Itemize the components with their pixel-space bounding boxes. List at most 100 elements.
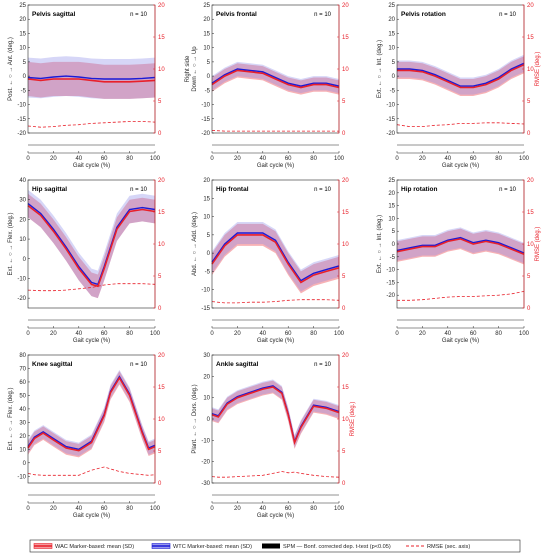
y2-tick-label: 20 xyxy=(158,3,165,9)
y-tick-label: 5 xyxy=(207,60,211,66)
x-tick-label: 0 xyxy=(395,331,399,337)
x-tick-label: 0 xyxy=(26,331,30,337)
y-tick-label: 5 xyxy=(23,60,27,66)
y2-tick-label: 20 xyxy=(158,178,165,184)
panel-title: Hip rotation xyxy=(401,186,437,193)
y-tick-label: -15 xyxy=(201,306,210,312)
x-tick-label: 100 xyxy=(150,156,161,162)
y-tick-label: -5 xyxy=(390,88,396,94)
y-tick-label: 5 xyxy=(392,60,396,66)
x-tick-label: 20 xyxy=(50,331,57,337)
n-label: n = 10 xyxy=(130,187,148,193)
mean-line-wac xyxy=(27,376,156,452)
x-tick-label: 40 xyxy=(444,331,451,337)
y2-tick-label: 10 xyxy=(527,242,534,248)
y-tick-label: -10 xyxy=(201,103,210,109)
y2-tick-label: 0 xyxy=(158,131,162,137)
n-label: n = 10 xyxy=(499,12,517,18)
mean-line-wtc xyxy=(397,62,525,87)
y-tick-label: 0 xyxy=(392,74,396,80)
y-tick-label: 0 xyxy=(392,242,396,248)
sd-band-wtc xyxy=(212,222,339,292)
y2-tick-label: 10 xyxy=(342,417,349,423)
x-axis-label: Gait cycle (%) xyxy=(73,513,110,519)
y2-tick-label: 5 xyxy=(342,274,346,280)
x-tick-label: 60 xyxy=(101,506,108,512)
rmse-line xyxy=(27,121,156,128)
x-tick-label: 0 xyxy=(395,156,399,162)
x-tick-label: 20 xyxy=(419,331,426,337)
x-axis-label: Gait cycle (%) xyxy=(73,338,110,344)
y-tick-label: 5 xyxy=(392,229,396,235)
x-tick-label: 100 xyxy=(150,331,161,337)
x-axis-label: Gait cycle (%) xyxy=(257,163,294,169)
x-tick-label: 40 xyxy=(444,156,451,162)
y2-tick-label: 15 xyxy=(342,35,349,41)
rmse-line xyxy=(397,291,525,301)
x-tick-label: 20 xyxy=(234,331,241,337)
y-tick-label: 20 xyxy=(388,191,395,197)
y-axis-label: Ext. ← ○ → Flex. (deg.) xyxy=(8,388,14,451)
y-axis-label: Plant. ← ○ → Dors. (deg.) xyxy=(192,384,198,453)
x-tick-label: 40 xyxy=(75,156,82,162)
sd-band-wtc xyxy=(212,379,339,448)
y2-tick-label: 10 xyxy=(342,67,349,73)
x-tick-label: 100 xyxy=(519,331,530,337)
y-tick-label: 10 xyxy=(388,46,395,52)
y-tick-label: 25 xyxy=(388,3,395,9)
y2-tick-label: 20 xyxy=(527,3,534,9)
x-tick-label: 60 xyxy=(470,156,477,162)
rmse-line xyxy=(27,466,156,476)
y-tick-label: -10 xyxy=(17,103,26,109)
y2-tick-label: 0 xyxy=(158,481,162,487)
mean-line-wac xyxy=(397,63,525,89)
n-label: n = 10 xyxy=(314,12,332,18)
y-tick-label: 40 xyxy=(19,407,26,413)
x-tick-label: 80 xyxy=(310,331,317,337)
y-tick-label: -5 xyxy=(205,88,211,94)
y-tick-label: -15 xyxy=(386,280,395,286)
sd-band-wac xyxy=(212,380,339,449)
y-tick-label: 20 xyxy=(203,374,210,380)
y2-tick-label: 5 xyxy=(158,449,162,455)
y-tick-label: -20 xyxy=(17,296,26,302)
y-tick-label: -10 xyxy=(386,103,395,109)
y2-tick-label: 0 xyxy=(342,306,346,312)
y2-tick-label: 0 xyxy=(527,306,531,312)
x-tick-label: 20 xyxy=(419,156,426,162)
n-label: n = 10 xyxy=(314,187,332,193)
x-tick-label: 80 xyxy=(126,331,133,337)
y-tick-label: 30 xyxy=(19,198,26,204)
panel-pelvis-sagittal: -20 -15 -10 -5 0 5 10 15 20 25 0 5 10 15 20 Pelvis sagi… xyxy=(8,3,165,169)
y2-tick-label: 10 xyxy=(158,417,165,423)
panel-title: Hip sagittal xyxy=(32,186,67,193)
sd-band-wtc xyxy=(28,189,155,299)
y-tick-label: 10 xyxy=(19,237,26,243)
legend-label: RMSE (sec. axis) xyxy=(427,544,470,550)
x-tick-label: 80 xyxy=(310,506,317,512)
y2-tick-label: 0 xyxy=(342,481,346,487)
y-axis-label: Post. ← ○ → Ant. (deg.) xyxy=(8,37,14,101)
x-tick-label: 0 xyxy=(210,156,214,162)
x-axis-label: Gait cycle (%) xyxy=(442,338,479,344)
y-tick-label: 25 xyxy=(388,178,395,184)
y-tick-label: 15 xyxy=(203,196,210,202)
n-label: n = 10 xyxy=(130,362,148,368)
y2-tick-label: 15 xyxy=(158,385,165,391)
panel-title: Pelvis sagittal xyxy=(32,11,76,18)
x-tick-label: 80 xyxy=(495,156,502,162)
y-tick-label: 70 xyxy=(19,366,26,372)
y-tick-label: -30 xyxy=(201,481,210,487)
rmse-line xyxy=(396,122,525,127)
y2-tick-label: 5 xyxy=(342,99,346,105)
y-tick-label: 0 xyxy=(23,257,27,263)
x-tick-label: 20 xyxy=(234,156,241,162)
legend: WAC Marker-based: mean (SD) WTC Marker-ba… xyxy=(29,539,521,553)
sd-band-wtc xyxy=(28,369,155,457)
y2-tick-label: 15 xyxy=(527,35,534,41)
y-tick-label: 5 xyxy=(207,233,211,239)
mean-line-wtc xyxy=(396,236,525,254)
panel-hip-rotation: -20 -15 -10 -5 0 5 10 15 20 25 0 5 10 15 20 Hip rotatio… xyxy=(377,178,541,344)
y-tick-label: -15 xyxy=(17,117,26,123)
